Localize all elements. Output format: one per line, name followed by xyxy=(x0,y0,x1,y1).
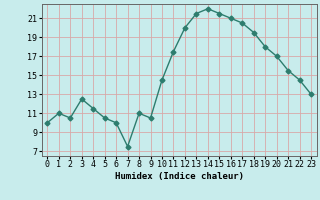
X-axis label: Humidex (Indice chaleur): Humidex (Indice chaleur) xyxy=(115,172,244,181)
